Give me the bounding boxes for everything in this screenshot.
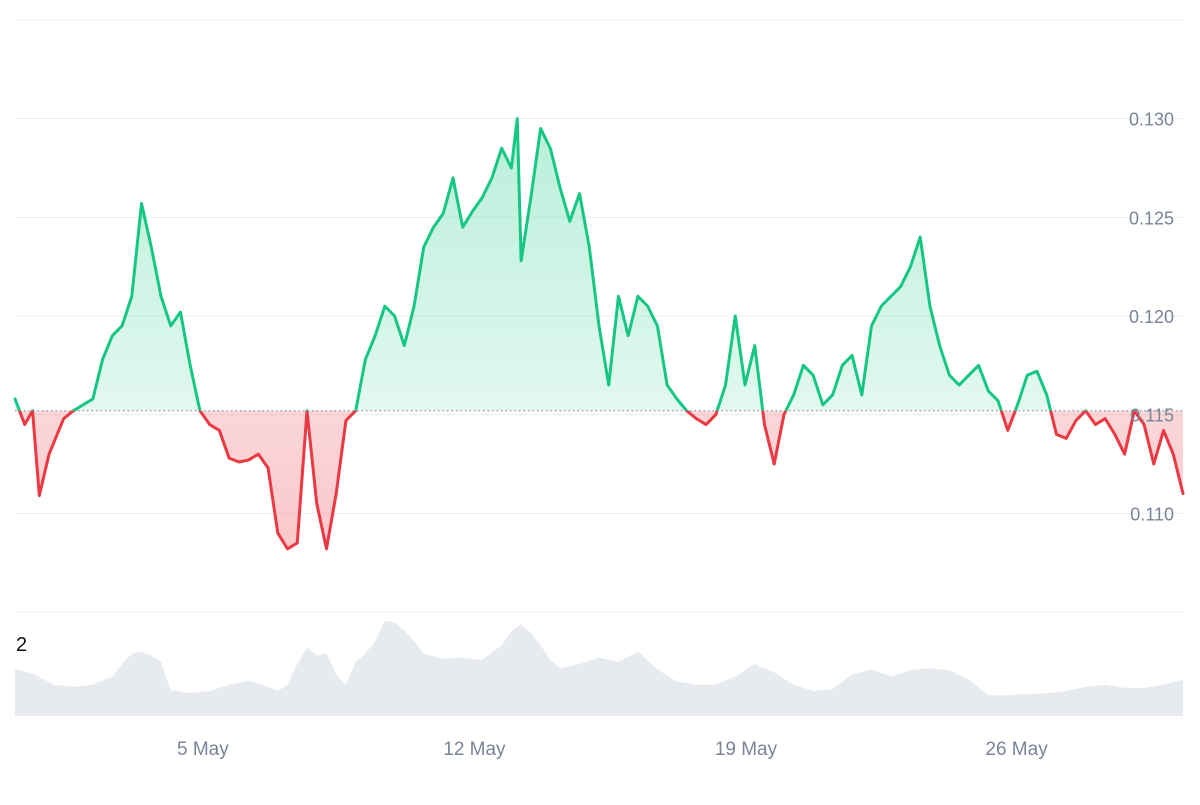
y-tick-label: 0.130 <box>1129 110 1174 130</box>
x-tick-label: 12 May <box>443 739 506 760</box>
price-line-down <box>17 410 1185 551</box>
y-tick-label: 0.125 <box>1129 208 1174 228</box>
x-tick-label: 5 May <box>177 739 229 760</box>
x-tick-label: 26 May <box>985 739 1048 760</box>
volume-area-group <box>15 620 1183 716</box>
y-tick-label: 0.120 <box>1129 307 1174 327</box>
x-axis: 5 May 12 May 19 May 26 May <box>177 739 1048 760</box>
price-line-group <box>13 117 1185 551</box>
price-line-up <box>13 117 1137 411</box>
volume-area <box>15 620 1183 716</box>
volume-scale-label: 2 <box>16 634 27 656</box>
y-tick-label: 0.110 <box>1130 504 1174 524</box>
x-tick-label: 19 May <box>715 739 778 760</box>
y-axis: 0.130 0.125 0.120 0.115 0.110 <box>1129 110 1174 525</box>
price-area-above-baseline <box>15 118 1183 411</box>
price-area-group <box>15 118 1183 549</box>
price-area-below-baseline <box>19 410 1183 549</box>
y-tick-label: 0.115 <box>1130 406 1174 426</box>
